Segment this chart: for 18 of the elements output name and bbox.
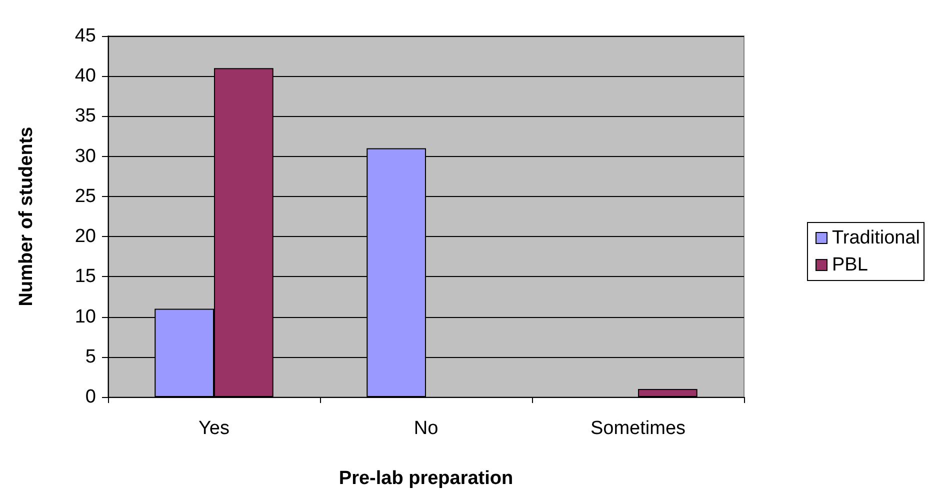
legend-label: Traditional [832, 228, 920, 248]
y-tick-label: 10 [74, 306, 96, 328]
y-tick-label: 5 [85, 346, 96, 368]
y-tick-label: 20 [74, 226, 96, 248]
y-tick-label: 45 [74, 26, 96, 46]
y-tick-label: 30 [74, 146, 96, 167]
y-tick-label: 40 [74, 66, 96, 87]
x-tick-label: Sometimes [590, 418, 686, 439]
y-tick-label: 35 [74, 106, 96, 127]
x-tick-label: Yes [198, 418, 230, 439]
legend-label: PBL [832, 254, 868, 276]
y-tick-label: 15 [74, 266, 96, 288]
y-axis-title: Number of students [16, 126, 37, 306]
y-tick-label: 0 [85, 386, 96, 408]
bar [638, 388, 698, 397]
x-axis-title: Pre-lab preparation [338, 468, 514, 489]
x-tick-label: No [414, 418, 438, 439]
y-tick-label: 25 [74, 186, 96, 207]
